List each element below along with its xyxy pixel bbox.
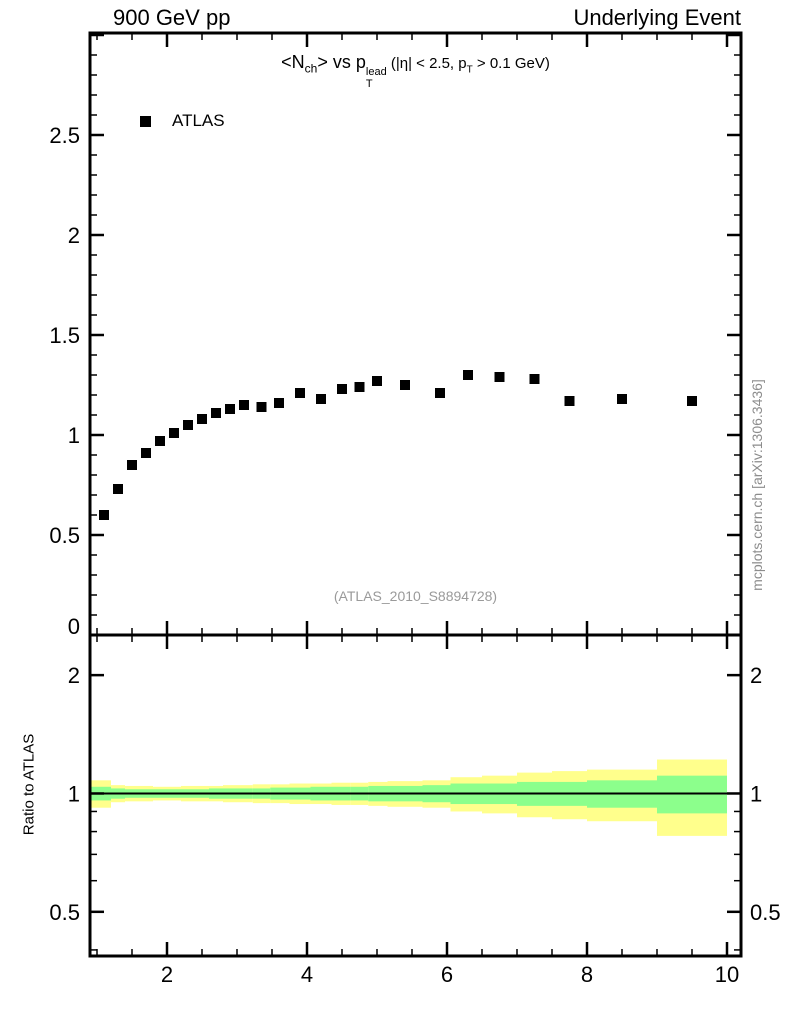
title-part: > vs p — [317, 52, 366, 72]
data-point — [435, 388, 445, 398]
data-point — [354, 382, 365, 392]
ratio-y-tick-label-left: 2 — [68, 663, 80, 688]
data-point — [274, 398, 284, 408]
data-point — [183, 420, 193, 430]
uncertainty-band-inner — [657, 775, 727, 814]
attribution-side-text: mcplots.cern.ch [arXiv:1306.3436] — [749, 379, 765, 591]
legend-label: ATLAS — [172, 111, 225, 130]
data-point — [372, 376, 382, 386]
ratio-y-tick-label-right: 2 — [750, 663, 762, 688]
x-tick-label: 10 — [715, 962, 739, 987]
x-tick-label: 2 — [161, 962, 173, 987]
data-point — [494, 372, 505, 382]
analysis-id-watermark: (ATLAS_2010_S8894728) — [333, 588, 498, 604]
title-subscript-nch: ch — [304, 61, 318, 76]
data-point — [99, 510, 109, 520]
ratio-y-tick-label-right: 0.5 — [750, 900, 781, 925]
y-tick-label: 0 — [68, 614, 80, 639]
filled-square-marker-icon — [140, 115, 151, 127]
pt-lead-notation: lead T — [365, 66, 387, 90]
title-cuts-end: > 0.1 GeV) — [472, 55, 550, 72]
title-subscript-t: T — [365, 77, 373, 90]
data-point — [211, 408, 221, 418]
ratio-frame — [88, 633, 743, 958]
data-point — [141, 448, 151, 458]
title-part: <N — [281, 52, 305, 72]
ratio-axis-title: Ratio to ATLAS — [20, 733, 38, 836]
data-point — [239, 400, 249, 410]
observable-group-label: Underlying Event — [573, 5, 741, 30]
ratio-y-tick-label-left: 0.5 — [49, 900, 80, 925]
plot-title: <Nch> vs p lead T (|η| < 2.5, pT > 0.1 GeV… — [90, 52, 741, 90]
x-tick-label: 8 — [581, 962, 593, 987]
data-point — [155, 436, 165, 446]
x-tick-label: 6 — [441, 962, 453, 987]
data-point — [400, 380, 410, 390]
beam-energy-label: 900 GeV pp — [113, 5, 231, 30]
data-point — [316, 394, 326, 404]
data-point — [256, 402, 267, 412]
data-point — [687, 396, 697, 406]
y-tick-label: 0.5 — [49, 523, 80, 548]
data-point — [337, 384, 347, 394]
title-cuts-part: (|η| < 2.5, p — [386, 55, 467, 72]
title-superscript-lead: lead — [365, 66, 387, 78]
title-subscript-t2: T — [466, 64, 473, 76]
y-tick-label: 2 — [68, 223, 80, 248]
y-tick-label: 1.5 — [49, 323, 80, 348]
data-point — [529, 374, 540, 384]
data-point — [225, 404, 235, 414]
legend: ATLAS — [140, 111, 225, 131]
y-tick-label: 2.5 — [49, 123, 80, 148]
data-point — [197, 414, 207, 424]
data-point — [564, 396, 575, 406]
data-point — [169, 428, 179, 438]
data-point — [113, 484, 123, 494]
ratio-y-tick-label-left: 1 — [68, 781, 80, 806]
ratio-y-tick-label-right: 1 — [750, 781, 762, 806]
data-point — [463, 370, 473, 380]
y-tick-label: 1 — [68, 423, 80, 448]
data-point — [127, 460, 137, 470]
x-tick-label: 4 — [301, 962, 313, 987]
data-point — [295, 388, 305, 398]
data-point — [617, 394, 627, 404]
